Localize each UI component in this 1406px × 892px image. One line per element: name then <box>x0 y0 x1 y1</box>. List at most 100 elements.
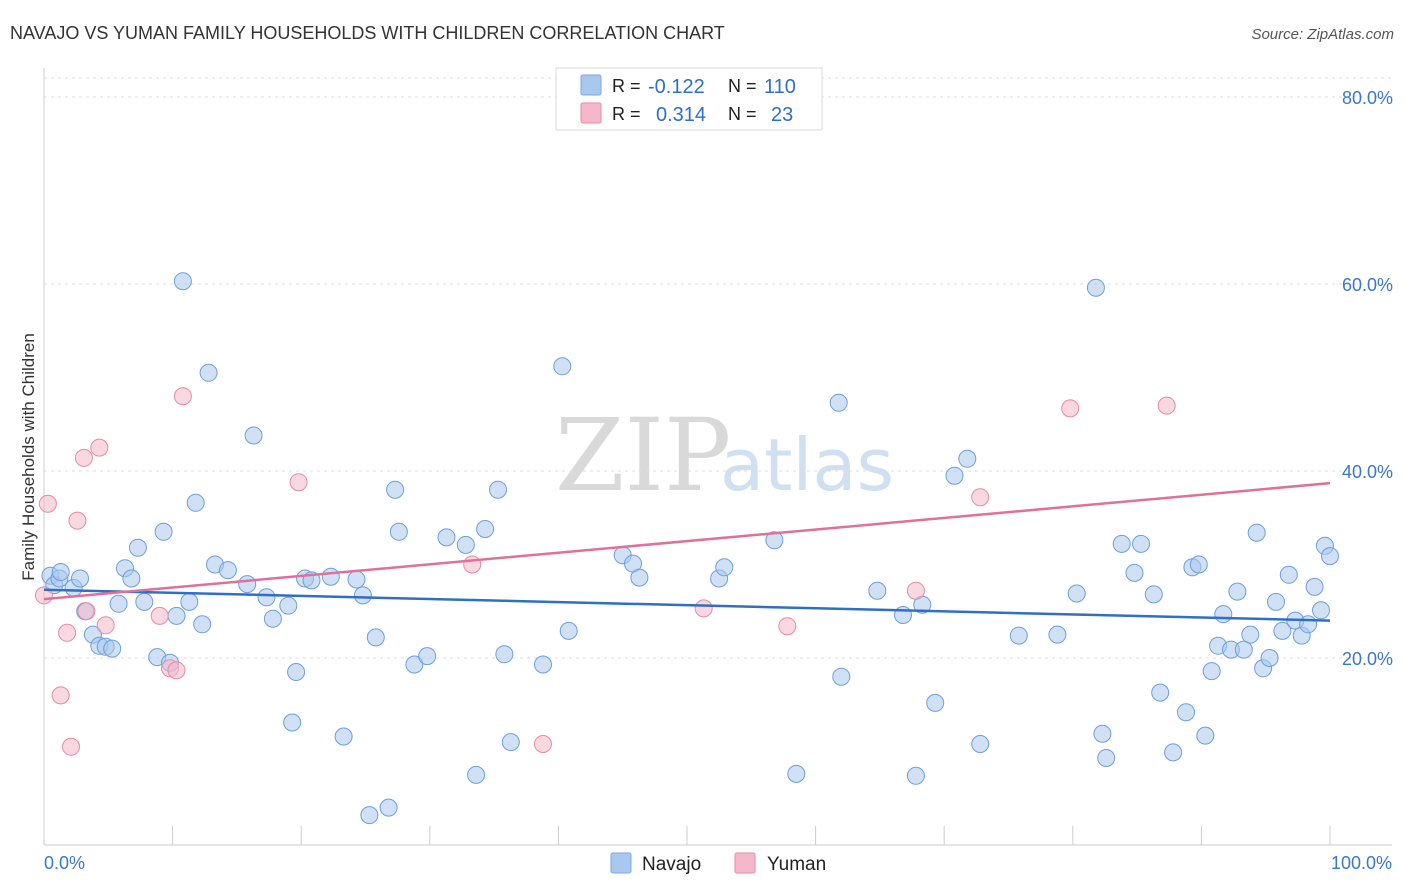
point-navajo <box>1067 584 1086 603</box>
point-navajo <box>1189 555 1208 574</box>
point-yuman <box>51 686 70 705</box>
chart-title: NAVAJO VS YUMAN FAMILY HOUSEHOLDS WITH C… <box>10 23 725 43</box>
point-yuman <box>62 737 80 756</box>
point-navajo <box>832 667 851 686</box>
y-axis-label: Family Households with Children <box>19 333 38 581</box>
point-navajo <box>379 798 398 817</box>
point-navajo <box>418 647 437 666</box>
point-navajo <box>193 615 212 634</box>
series-legend-swatch-navajo <box>610 852 632 874</box>
point-yuman <box>74 448 93 467</box>
point-navajo <box>154 522 173 541</box>
point-navajo <box>1299 615 1318 634</box>
point-navajo <box>1312 601 1330 620</box>
point-navajo <box>437 528 456 547</box>
point-navajo <box>559 621 578 640</box>
point-navajo <box>1144 585 1163 604</box>
point-navajo <box>1009 626 1028 645</box>
point-navajo <box>1202 662 1221 681</box>
legend-n-label-yuman: N = <box>728 104 757 124</box>
y-tick-label: 20.0% <box>1342 649 1393 669</box>
point-navajo <box>868 581 887 600</box>
point-navajo <box>1086 278 1105 297</box>
point-navajo <box>1234 640 1253 659</box>
point-navajo <box>366 628 385 647</box>
point-navajo <box>945 466 964 485</box>
watermark-atlas: atlas <box>720 423 894 507</box>
point-navajo <box>1273 621 1292 640</box>
point-yuman <box>38 494 57 513</box>
point-navajo <box>389 522 408 541</box>
point-yuman <box>906 581 925 600</box>
point-navajo <box>321 567 340 586</box>
point-yuman <box>971 488 990 507</box>
point-navajo <box>630 568 649 587</box>
point-yuman <box>1061 399 1080 418</box>
point-navajo <box>1214 605 1233 624</box>
y-tick-label: 40.0% <box>1342 462 1393 482</box>
point-navajo <box>167 606 186 625</box>
legend-n-value-yuman: 23 <box>771 104 793 126</box>
point-navajo <box>1321 547 1339 566</box>
point-yuman <box>1157 396 1176 415</box>
point-yuman <box>534 735 552 753</box>
point-navajo <box>1132 534 1150 553</box>
point-navajo <box>386 480 405 499</box>
point-navajo <box>263 609 282 628</box>
point-navajo <box>476 520 495 538</box>
point-navajo <box>283 713 302 732</box>
point-navajo <box>489 480 507 499</box>
point-navajo <box>1164 743 1183 762</box>
series-legend-label-yuman: Yuman <box>767 854 826 875</box>
point-navajo <box>103 639 122 658</box>
point-navajo <box>926 693 945 712</box>
point-navajo <box>1112 534 1131 553</box>
point-yuman <box>167 661 186 680</box>
point-navajo <box>1048 625 1067 644</box>
point-yuman <box>694 599 713 618</box>
series-legend: Navajo Yuman <box>610 852 826 875</box>
point-navajo <box>180 592 199 611</box>
point-navajo <box>1279 565 1298 584</box>
point-navajo <box>218 561 237 580</box>
point-navajo <box>1267 592 1285 611</box>
point-yuman <box>150 606 169 625</box>
point-navajo <box>1247 523 1266 542</box>
point-navajo <box>244 426 263 445</box>
axes <box>43 68 1392 846</box>
point-navajo <box>1097 749 1116 767</box>
point-navajo <box>501 733 520 752</box>
point-navajo <box>1093 724 1112 743</box>
point-navajo <box>906 766 925 785</box>
point-navajo <box>1151 683 1170 702</box>
y-tick-labels: 20.0% 40.0% 60.0% 80.0% <box>1342 88 1393 669</box>
point-navajo <box>347 570 366 589</box>
x-tick-label-min: 0.0% <box>44 853 85 873</box>
point-navajo <box>1125 563 1144 582</box>
point-navajo <box>829 393 848 412</box>
x-tick-label-max: 100.0% <box>1331 853 1392 873</box>
point-yuman <box>77 602 96 621</box>
point-navajo <box>405 655 424 674</box>
y-tick-label: 60.0% <box>1342 275 1393 295</box>
point-yuman <box>173 387 192 406</box>
trend-line-yuman <box>43 481 1331 601</box>
legend-r-value-yuman: 0.314 <box>656 104 706 126</box>
point-yuman <box>58 623 77 642</box>
point-yuman <box>68 511 87 530</box>
data-points <box>35 272 1339 825</box>
point-navajo <box>135 592 154 611</box>
legend-n-value-navajo: 110 <box>764 76 796 98</box>
point-navajo <box>534 655 552 674</box>
point-navajo <box>1177 703 1195 722</box>
point-navajo <box>1260 649 1279 667</box>
trend-line-navajo <box>43 588 1331 622</box>
legend-r-label-navajo: R = <box>612 76 641 96</box>
point-navajo <box>122 569 141 588</box>
point-navajo <box>51 563 70 581</box>
legend-r-value-navajo: -0.122 <box>648 76 705 98</box>
stats-legend: R = -0.122 N = 110 R = 0.314 N = 23 <box>555 67 823 131</box>
point-navajo <box>257 588 276 607</box>
point-navajo <box>553 357 572 376</box>
